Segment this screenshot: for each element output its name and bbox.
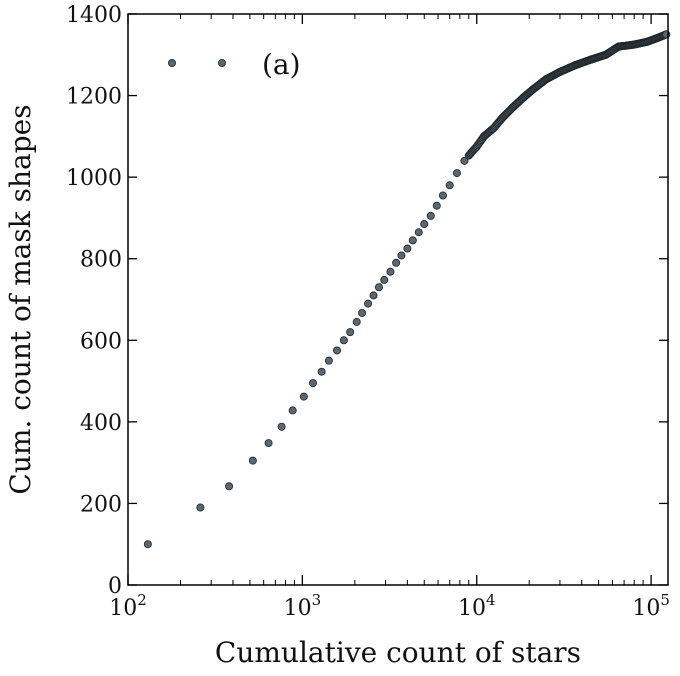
- tick-labels: 0 200 400 600 800 1000 1200 1400 102 103 104 105: [66, 3, 670, 621]
- x-tick-label: 102: [109, 591, 147, 621]
- data-point: [445, 181, 454, 190]
- data-point: [324, 356, 333, 365]
- data-point: [403, 244, 412, 253]
- y-tick-label: 400: [80, 411, 122, 436]
- data-point: [438, 191, 447, 200]
- legend-marker: [217, 59, 226, 68]
- tick-marks: [127, 13, 668, 586]
- x-tick-label: 104: [458, 591, 496, 621]
- data-point: [432, 201, 441, 210]
- data-point: [386, 267, 395, 276]
- data-point: [346, 328, 355, 337]
- data-point: [352, 317, 361, 326]
- data-point: [420, 220, 429, 229]
- x-axis-label: Cumulative count of stars: [215, 636, 581, 669]
- legend: (a): [167, 48, 301, 81]
- y-tick-label: 1000: [66, 166, 122, 191]
- legend-label: (a): [262, 48, 301, 81]
- y-tick-label: 1400: [66, 3, 122, 28]
- data-point: [196, 503, 205, 512]
- legend-marker: [167, 59, 176, 68]
- data-point: [460, 156, 469, 165]
- data-point: [414, 228, 423, 237]
- data-point: [358, 308, 367, 317]
- data-points: [143, 30, 671, 549]
- data-point: [143, 540, 152, 549]
- y-axis-label: Cum. count of mask shapes: [4, 104, 37, 494]
- data-point: [264, 439, 273, 448]
- data-point: [339, 336, 348, 345]
- y-tick-label: 1200: [66, 85, 122, 110]
- data-point: [369, 291, 378, 300]
- data-point: [317, 367, 326, 376]
- data-point: [374, 283, 383, 292]
- data-point: [299, 392, 308, 401]
- data-point: [452, 169, 461, 178]
- data-point: [248, 456, 257, 465]
- data-point: [408, 236, 417, 245]
- data-point: [308, 379, 317, 388]
- data-point: [277, 422, 286, 431]
- y-tick-label: 600: [80, 329, 122, 354]
- data-point: [225, 482, 234, 491]
- x-tick-label: 105: [632, 591, 670, 621]
- y-tick-label: 200: [80, 492, 122, 517]
- data-point: [392, 258, 401, 267]
- data-point: [397, 251, 406, 260]
- data-point: [426, 211, 435, 220]
- y-tick-label: 800: [80, 248, 122, 273]
- data-point: [364, 299, 373, 308]
- x-tick-label: 103: [284, 591, 322, 621]
- y-tick-label: 0: [108, 574, 122, 599]
- plot-frame: [127, 13, 669, 586]
- data-point: [288, 406, 297, 415]
- data-point: [333, 346, 342, 355]
- data-point: [380, 275, 389, 284]
